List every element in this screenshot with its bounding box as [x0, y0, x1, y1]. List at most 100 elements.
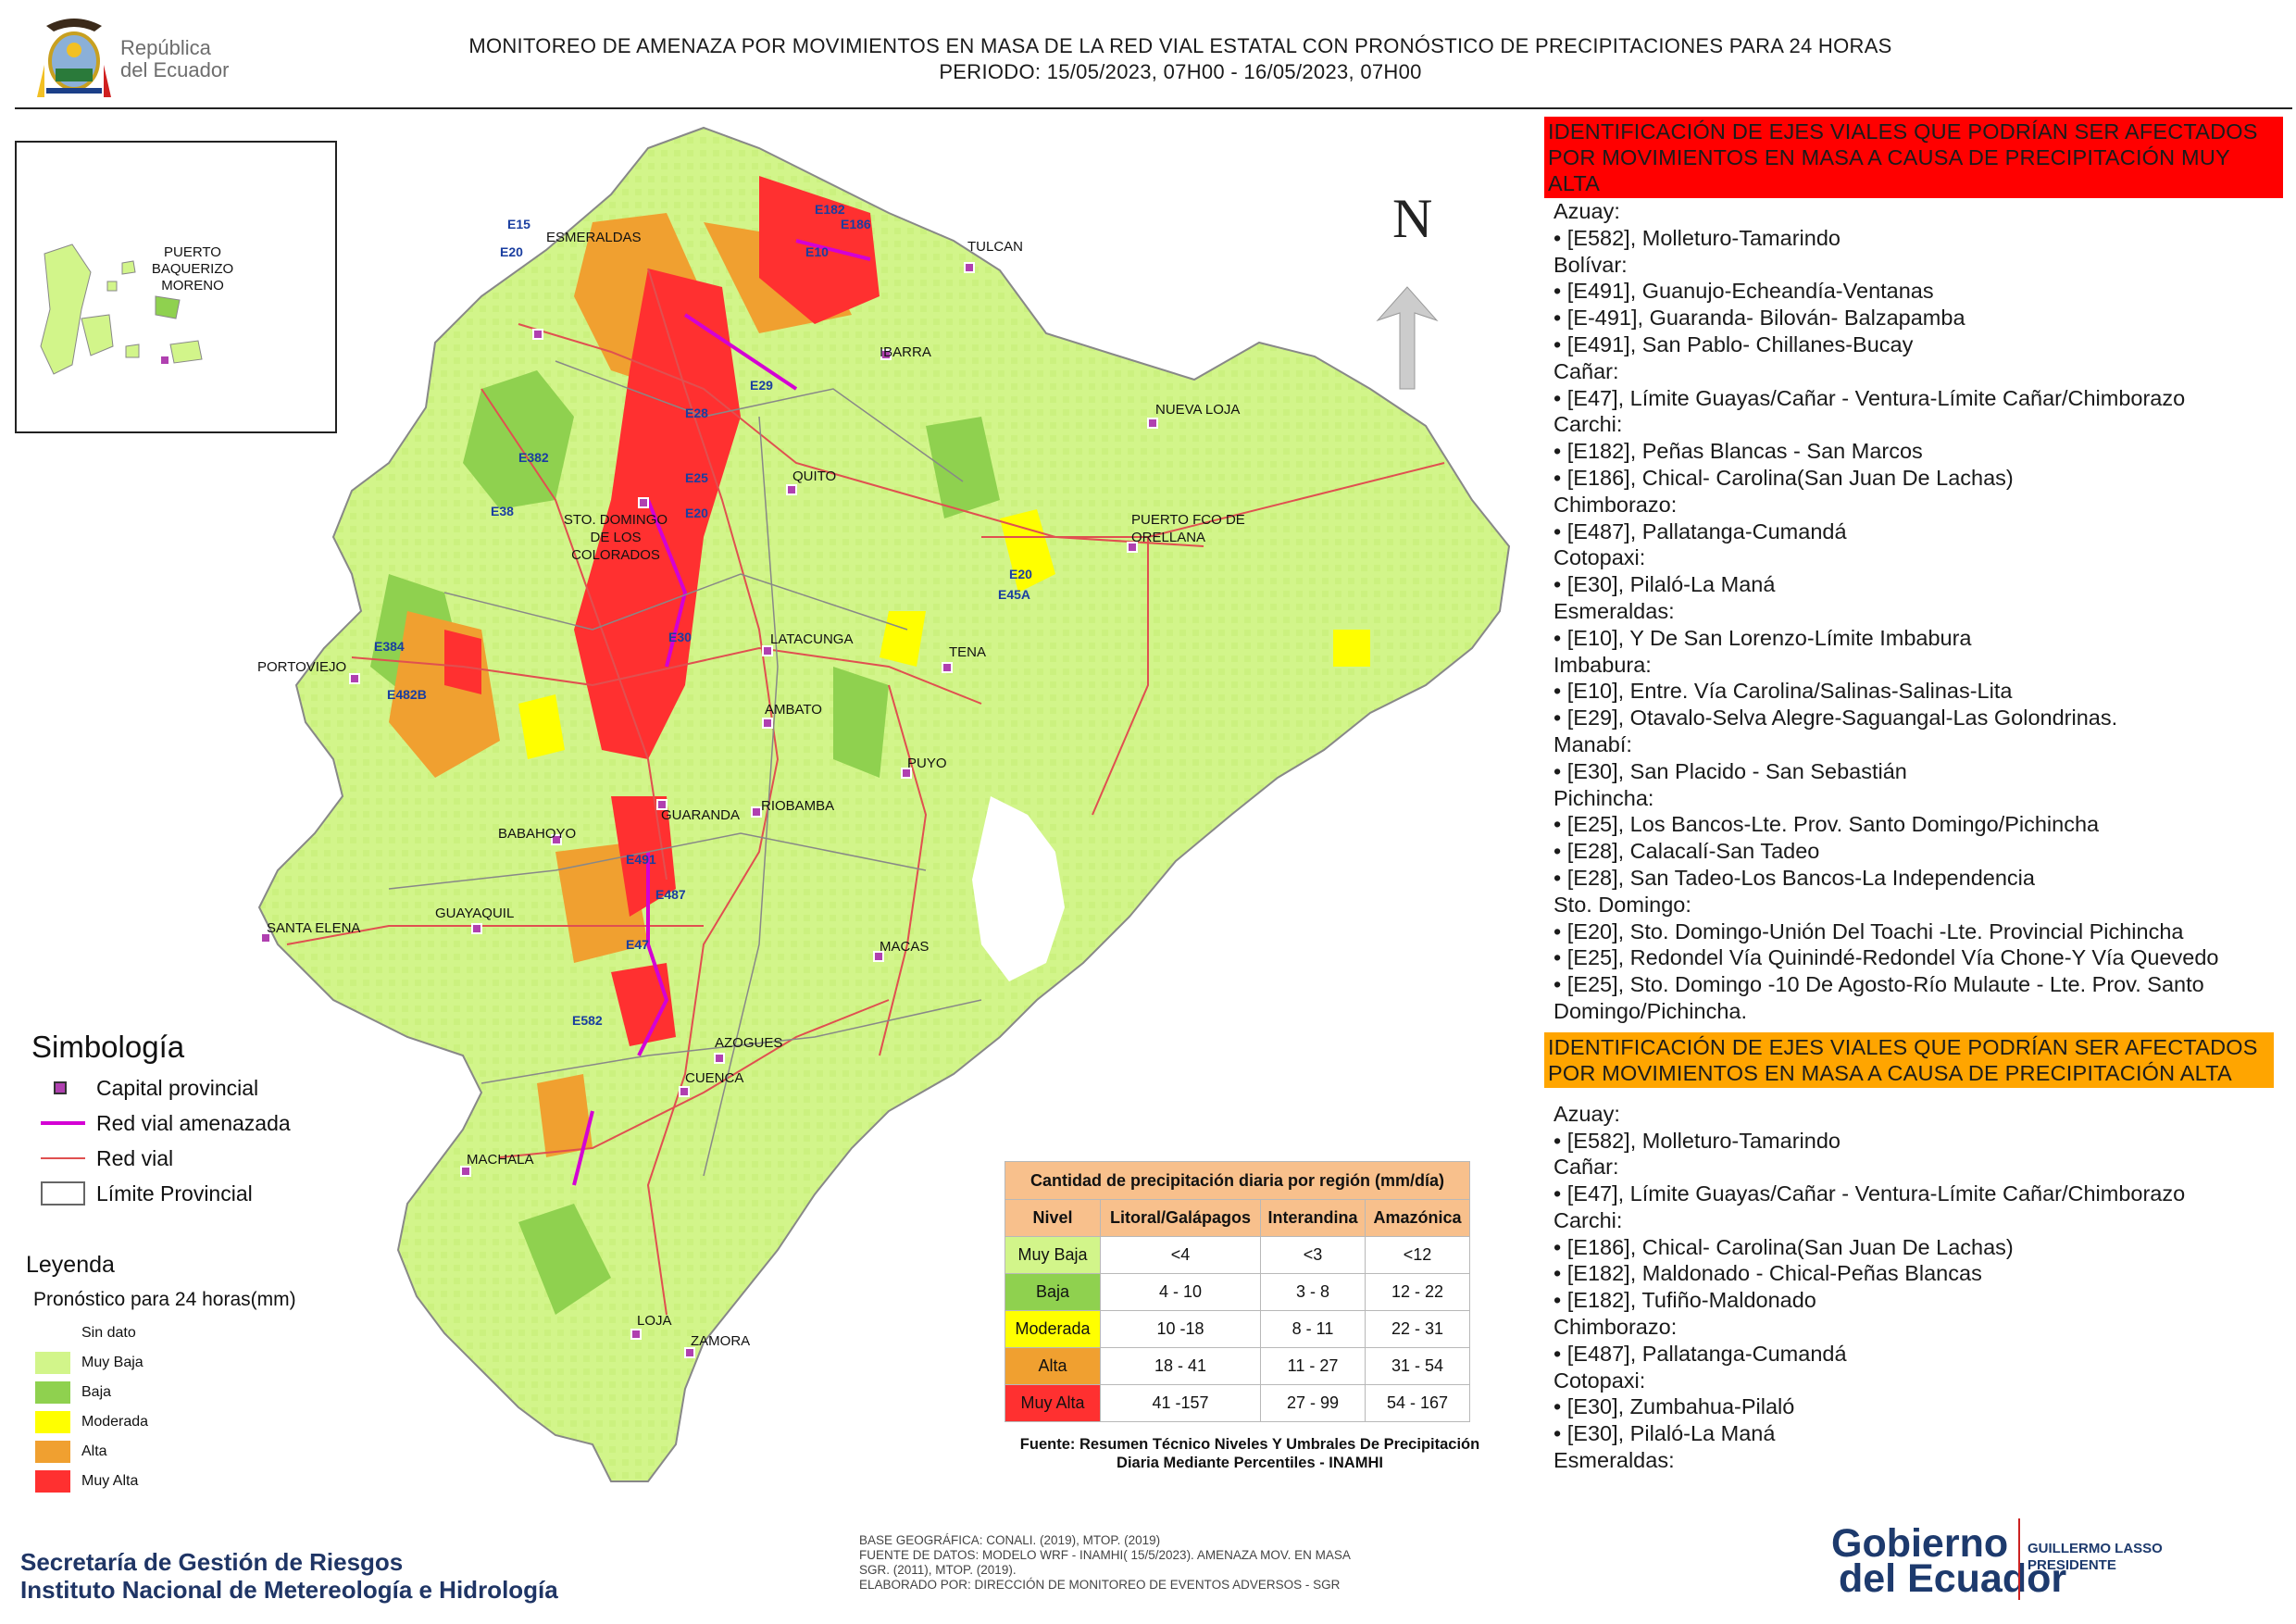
table-row: Alta 18 - 41 11 - 27 31 - 54 [1004, 1347, 1470, 1385]
legend-subtitle: Pronóstico para 24 horas(mm) [33, 1289, 296, 1310]
road-segment-item: • [E28], Calacalí-San Tadeo [1554, 839, 1820, 864]
north-arrow-icon [1376, 286, 1439, 390]
president-line2: PRESIDENTE [2028, 1557, 2116, 1573]
legend-item: Sin dato [35, 1322, 136, 1344]
gov-line2: del Ecuador [1839, 1556, 2067, 1601]
table-cell: 54 - 167 [1365, 1384, 1470, 1422]
city-label: IBARRA [880, 344, 931, 360]
province-heading: Bolívar: [1554, 252, 1628, 277]
legend-swatch [35, 1441, 70, 1463]
road-segment-item: • [E30], Pilaló-La Maná [1554, 1421, 1776, 1446]
road-segment-item: • [E20], Sto. Domingo-Unión Del Toachi -… [1554, 918, 2184, 943]
province-heading: Cotopaxi: [1554, 545, 1646, 570]
country-name-line2: del Ecuador [120, 58, 230, 81]
map-credits: BASE GEOGRÁFICA: CONALI. (2019), MTOP. (… [859, 1533, 1544, 1593]
ecuador-coat-of-arms-logo [28, 9, 241, 102]
province-boundaries [388, 360, 982, 1177]
legend-item: Muy Baja [35, 1352, 144, 1374]
road-label: E491 [626, 852, 656, 867]
road-segment-item: • [E182], Maldonado - Chical-Peñas Blanc… [1554, 1261, 1982, 1286]
road-label: E45A [998, 587, 1031, 602]
table-cell: 41 -157 [1100, 1384, 1261, 1422]
precipitation-table: Cantidad de precipitación diaria por reg… [1004, 1161, 1470, 1422]
table-cell: 8 - 11 [1260, 1310, 1366, 1348]
table-header: Interandina [1260, 1199, 1366, 1237]
province-heading: Cañar: [1554, 1155, 1619, 1180]
road-segment-item: • [E182], Tufiño-Maldonado [1554, 1288, 1816, 1313]
road-segment-item: • [E487], Pallatanga-Cumandá [1554, 518, 1847, 543]
legend-swatch [35, 1411, 70, 1433]
city-label: GUAYAQUIL [435, 906, 515, 921]
city-label: ZAMORA [691, 1333, 751, 1349]
table-row: Muy Alta 41 -157 27 - 99 54 - 167 [1004, 1384, 1470, 1422]
road-label: E29 [750, 378, 773, 393]
legend-title: Leyenda [26, 1252, 115, 1278]
symbology-item: Capital provincial [41, 1074, 258, 1102]
road-label: E25 [685, 470, 708, 485]
city-label: CUENCA [685, 1070, 744, 1086]
city-label: BABAHOYO [498, 826, 577, 842]
country-name: República del Ecuador [120, 37, 229, 81]
city-label: LATACUNGA [770, 631, 854, 647]
table-cell: 11 - 27 [1260, 1347, 1366, 1385]
map-title: MONITOREO DE AMENAZA POR MOVIMIENTOS EN … [278, 33, 2083, 85]
org-name-inamhi: Instituto Nacional de Metereología e Hid… [20, 1576, 558, 1604]
table-cell: 18 - 41 [1100, 1347, 1261, 1385]
province-heading: Pichincha: [1554, 785, 1654, 810]
province-heading: Manabí: [1554, 731, 1632, 756]
president-label: GUILLERMO LASSO PRESIDENTE [2028, 1541, 2163, 1574]
city-label: MACAS [880, 939, 930, 955]
city-label: NUEVA LOJA [1155, 402, 1241, 418]
city-label: AZOGUES [715, 1035, 783, 1051]
city-label: QUITO [792, 468, 837, 484]
table-cell: 3 - 8 [1260, 1273, 1366, 1311]
road-label: E47 [626, 937, 649, 952]
symbology-label: Red vial amenazada [96, 1110, 291, 1135]
symbology-label: Capital provincial [96, 1075, 259, 1100]
road-segment-item: • [E30], Zumbahua-Pilaló [1554, 1394, 1795, 1419]
road-segment-item: • [E182], Peñas Blancas - San Marcos [1554, 439, 1923, 464]
table-cell: <3 [1260, 1236, 1366, 1274]
road-identification-panel: IDENTIFICACIÓN DE EJES VIALES QUE PODRÍA… [1544, 117, 2285, 1474]
legend-label: Muy Baja [81, 1355, 144, 1370]
road-label: E20 [500, 244, 523, 259]
road-label: E582 [572, 1013, 603, 1028]
president-line1: GUILLERMO LASSO [2028, 1541, 2163, 1556]
city-label: STO. DOMINGO DE LOS COLORADOS [563, 512, 668, 563]
capital-marker-icon [159, 355, 170, 366]
road-segment-item: • [E487], Pallatanga-Cumandá [1554, 1341, 1847, 1366]
road-segment-item: • [E25], Sto. Domingo -10 De Agosto-Río … [1554, 972, 2204, 1023]
table-row: Muy Baja <4 <3 <12 [1004, 1236, 1470, 1274]
table-cell: <4 [1100, 1236, 1261, 1274]
city-label: PUERTO FCO DE ORELLANA [1131, 512, 1245, 545]
road-label: E28 [685, 406, 708, 420]
legend-swatch [35, 1322, 70, 1344]
legend-swatch [35, 1352, 70, 1374]
province-heading: Esmeraldas: [1554, 1448, 1675, 1473]
province-heading: Cotopaxi: [1554, 1368, 1646, 1393]
road-segment-item: • [E47], Límite Guayas/Cañar - Ventura-L… [1554, 1181, 2186, 1206]
province-heading: Carchi: [1554, 412, 1623, 437]
city-label: RIOBAMBA [761, 798, 835, 814]
province-heading: Imbabura: [1554, 652, 1652, 677]
province-heading: Chimborazo: [1554, 492, 1678, 517]
level-cell: Muy Alta [1004, 1384, 1101, 1422]
ecuador-map [257, 126, 1511, 1482]
road-segment-item: • [E10], Entre. Vía Carolina/Salinas-Sal… [1554, 679, 2013, 704]
table-cell: 27 - 99 [1260, 1384, 1366, 1422]
symbology-title: Simbología [31, 1030, 185, 1064]
table-cell: 4 - 10 [1100, 1273, 1261, 1311]
org-name-sgr: Secretaría de Gestión de Riesgos [20, 1548, 404, 1576]
road-segment-item: • [E29], Otavalo-Selva Alegre-Saguangal-… [1554, 706, 2118, 731]
road-line-icon [41, 1144, 85, 1172]
capital-markers [260, 262, 1158, 1358]
galapagos-inset: PUERTO BAQUERIZO MORENO [15, 141, 337, 433]
symbology-label: Red vial [96, 1145, 174, 1170]
province-heading: Azuay: [1554, 1101, 1620, 1126]
credits-line: ELABORADO POR: DIRECCIÓN DE MONITOREO DE… [859, 1578, 1341, 1592]
road-segment-item: • [E582], Molleturo-Tamarindo [1554, 225, 1841, 250]
road-label: E15 [507, 217, 530, 231]
road-label: E382 [518, 450, 549, 465]
gov-line1: Gobierno [1831, 1521, 2009, 1566]
very-high-road-list: Azuay: • [E582], Molleturo-Tamarindo Bolív… [1544, 198, 2285, 1025]
